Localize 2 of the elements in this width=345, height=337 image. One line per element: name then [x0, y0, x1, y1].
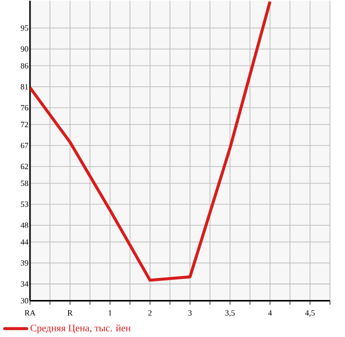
legend-label: Средняя Цена, тыс. йен: [30, 324, 131, 334]
line-series: [30, 0, 272, 282]
